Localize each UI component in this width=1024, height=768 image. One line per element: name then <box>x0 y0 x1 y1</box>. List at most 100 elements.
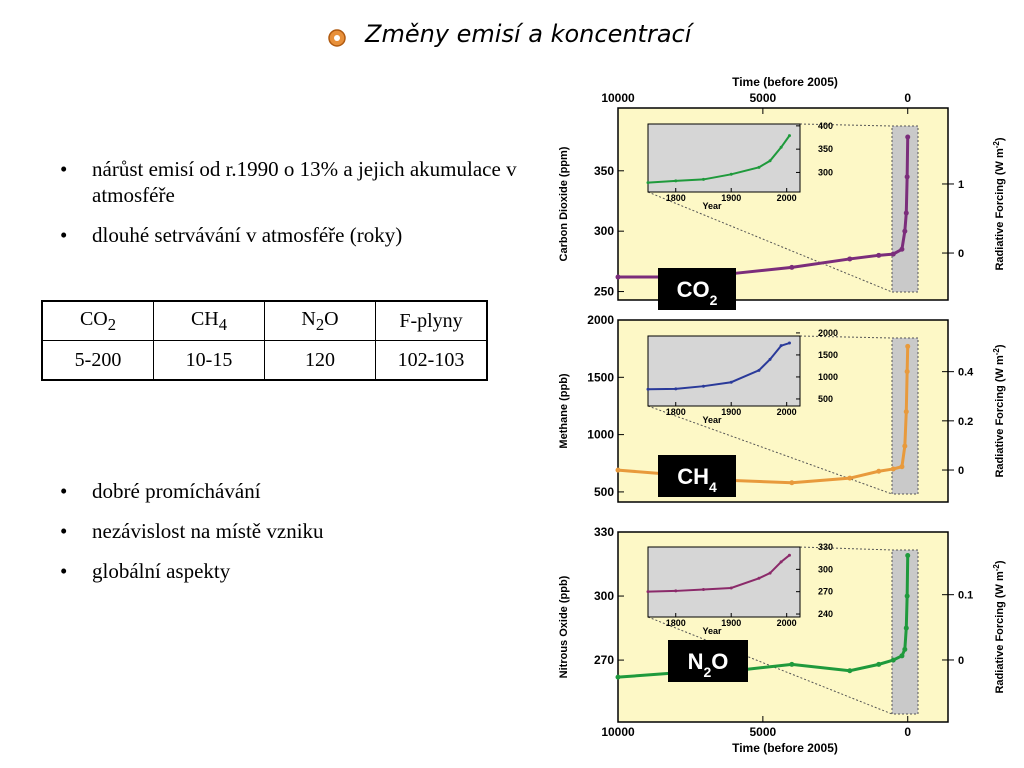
y2-tick-label: 0 <box>958 248 964 260</box>
inset-x-tick-label: 2000 <box>777 193 797 203</box>
data-point <box>847 668 853 674</box>
data-point <box>904 174 910 180</box>
x-tick-label: 5000 <box>750 91 777 105</box>
y-tick-label: 500 <box>594 485 614 499</box>
inset-y-tick-label: 330 <box>818 542 833 552</box>
y-axis-label: Carbon Dioxide (ppm) <box>558 146 570 261</box>
y-tick-label: 300 <box>594 589 614 603</box>
cell: 10-15 <box>153 340 265 381</box>
header-row: CO2 CH4 N2O F-plyny <box>41 300 488 341</box>
data-point <box>729 380 733 384</box>
data-point <box>757 165 761 169</box>
label-part: Radiative Forcing (W m <box>994 571 1006 693</box>
cell-text: O <box>324 307 339 330</box>
data-point <box>902 646 908 652</box>
badge-part: 2 <box>710 292 718 308</box>
data-point <box>779 145 783 149</box>
inset-y-tick-label: 350 <box>818 144 833 154</box>
bullet: globální aspekty <box>60 558 530 584</box>
inset-x-tick-label: 2000 <box>777 407 797 417</box>
y-tick-label: 350 <box>594 164 614 178</box>
data-point <box>757 576 761 580</box>
inset-x-tick-label: 1900 <box>721 193 741 203</box>
inset-y-tick-label: 300 <box>818 167 833 177</box>
data-point <box>905 552 911 558</box>
y-tick-label: 1000 <box>587 428 614 442</box>
data-point <box>787 341 791 345</box>
data-point <box>905 343 911 349</box>
inset-x-tick-label: 1800 <box>666 407 686 417</box>
bullet-list: nárůst emisí od r.1990 o 13% a jejich ak… <box>60 156 530 262</box>
inset-y-tick-label: 1500 <box>818 350 838 360</box>
data-point <box>904 593 910 599</box>
bullet-list: dobré promíchávání nezávislost na místě v… <box>60 478 530 598</box>
badge-box <box>658 455 736 497</box>
y2-tick-label: 1 <box>958 179 964 191</box>
badge-part: CH <box>677 464 709 489</box>
cell-text: 4 <box>218 314 228 334</box>
badge-box <box>658 268 736 310</box>
data-point <box>876 252 882 258</box>
y2-tick-label: 0.2 <box>958 416 973 428</box>
y2-tick-label: 0 <box>958 655 964 667</box>
x-tick-label: 10000 <box>601 91 635 105</box>
inset-y-tick-label: 300 <box>818 564 833 574</box>
y2-tick-label: 0 <box>958 465 964 477</box>
badge-label: CO2 <box>677 277 718 308</box>
label-part: Radiative Forcing (W m <box>994 355 1006 477</box>
y-axis-label: Methane (ppb) <box>558 373 570 448</box>
data-point <box>904 369 910 375</box>
leader <box>799 123 893 127</box>
data-point <box>903 210 909 216</box>
data-point <box>779 344 783 348</box>
header-cell: CH4 <box>153 300 265 341</box>
series-line <box>647 342 790 391</box>
data-point <box>779 560 783 564</box>
slide-title: Změny emisí a koncentrací <box>365 20 692 48</box>
inset-y-tick-label: 1000 <box>818 372 838 382</box>
data-point <box>876 661 882 667</box>
cell-text: N <box>301 307 316 330</box>
data-point <box>615 467 621 473</box>
cell-text: CO <box>79 307 108 330</box>
inset-y-tick-label: 400 <box>818 121 833 131</box>
inset-area <box>647 335 801 407</box>
data-point <box>646 181 650 185</box>
inset-x-label: Year <box>702 201 722 211</box>
inset-y-tick-label: 2000 <box>818 328 838 338</box>
leader <box>799 546 893 551</box>
header-cell: CO2 <box>41 300 154 341</box>
x-tick-label: 0 <box>904 725 911 739</box>
x-axis-label: Time (before 2005) <box>732 75 838 89</box>
x-tick-label: 5000 <box>750 725 777 739</box>
label-part: -2 <box>992 564 1001 572</box>
data-point <box>768 571 772 575</box>
data-point <box>789 661 795 667</box>
data-point <box>899 246 905 252</box>
cell: 120 <box>264 340 376 381</box>
data-point <box>905 134 911 140</box>
data-point <box>902 228 908 234</box>
bullet: dobré promíchávání <box>60 478 530 504</box>
inset-area <box>647 546 801 618</box>
inset-y-tick-label: 270 <box>818 587 833 597</box>
data-point <box>847 256 853 262</box>
data-point <box>787 134 791 138</box>
data-point <box>899 653 905 659</box>
y-tick-label: 300 <box>594 224 614 238</box>
inset-y-tick-label: 500 <box>818 394 833 404</box>
data-point <box>890 251 896 257</box>
data-point <box>757 368 761 372</box>
y-tick-label: 1500 <box>587 370 614 384</box>
data-point <box>876 468 882 474</box>
data-point <box>890 466 896 472</box>
data-point <box>789 264 795 270</box>
y-tick-label: 270 <box>594 653 614 667</box>
data-point <box>890 657 896 663</box>
bullet: nárůst emisí od r.1990 o 13% a jejich ak… <box>60 156 530 208</box>
data-point <box>615 674 621 680</box>
y-tick-label: 330 <box>594 525 614 539</box>
cell: 5-200 <box>41 340 154 381</box>
badge-part: 4 <box>709 479 717 495</box>
leader <box>799 335 893 339</box>
